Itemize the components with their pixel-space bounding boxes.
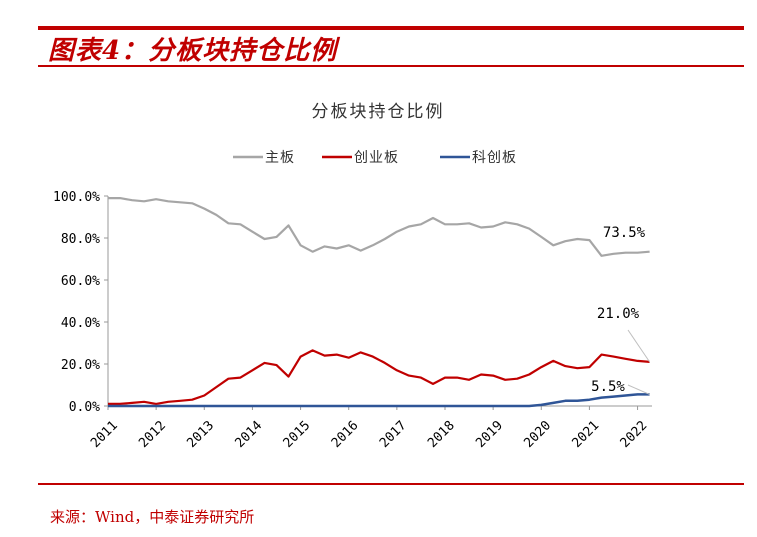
series-lines — [108, 197, 650, 408]
end-value-label: 5.5% — [591, 379, 625, 395]
x-tick-label: 2022 — [618, 418, 651, 451]
x-tick-label: 2021 — [569, 418, 602, 451]
legend-label: 主板 — [265, 150, 295, 166]
series-line-1 — [108, 197, 650, 257]
figure-title: 图表4：分板块持仓比例 — [48, 36, 338, 66]
series-line-3 — [108, 393, 650, 408]
x-tick-label: 2011 — [88, 418, 121, 451]
legend-label: 科创板 — [472, 150, 517, 166]
chart-title: 分板块持仓比例 — [312, 102, 445, 122]
y-tick-label: 40.0% — [61, 316, 100, 331]
x-tick-label: 2018 — [425, 418, 458, 451]
annotation-leader — [627, 384, 650, 395]
x-tick-label: 2014 — [233, 418, 266, 451]
legend-label: 创业板 — [354, 150, 399, 166]
y-tick-label: 20.0% — [61, 358, 100, 373]
annotation-leader — [627, 329, 651, 363]
y-tick-label: 60.0% — [61, 274, 100, 289]
series-line-2 — [108, 349, 650, 405]
end-value-label: 73.5% — [603, 225, 646, 241]
x-tick-label: 2015 — [281, 418, 314, 451]
y-axis-ticks: 100.0% 80.0% 60.0% 40.0% 20.0% 0.0% — [53, 190, 108, 415]
x-tick-label: 2020 — [521, 418, 554, 451]
x-tick-label: 2012 — [136, 418, 169, 451]
x-axis-ticks: 2011 2012 2013 2014 2015 2016 2017 2018 2019 2020… — [88, 406, 650, 451]
source-note: 来源：Wind，中泰证券研究所 — [50, 508, 255, 526]
x-tick-label: 2016 — [329, 418, 362, 451]
end-value-label: 21.0% — [597, 306, 640, 322]
title-bottom-rule — [38, 65, 744, 67]
y-tick-label: 100.0% — [53, 190, 100, 205]
y-tick-label: 0.0% — [69, 400, 100, 415]
x-tick-label: 2019 — [473, 418, 506, 451]
y-tick-label: 80.0% — [61, 232, 100, 247]
source-rule — [38, 483, 744, 485]
x-tick-label: 2013 — [184, 418, 217, 451]
legend: 主板 创业板 科创板 — [233, 150, 517, 166]
x-tick-label: 2017 — [377, 418, 410, 451]
data-labels: 73.5% 21.0% 5.5% — [591, 225, 651, 395]
title-top-rule — [38, 26, 744, 30]
